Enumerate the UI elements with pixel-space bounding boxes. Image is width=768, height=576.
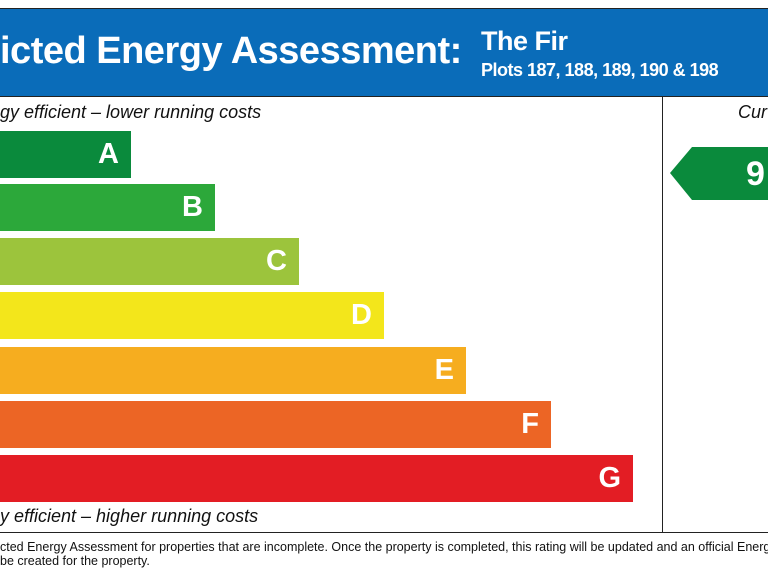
band-bar: F xyxy=(0,401,551,448)
footer-line: cted Energy Assessment for properties th… xyxy=(0,540,768,554)
current-rating: 9 xyxy=(746,155,765,193)
current-arrow xyxy=(670,147,768,200)
footer-line: be created for the property. xyxy=(0,554,150,568)
property-name: The Fir xyxy=(481,26,568,56)
band-letter: F xyxy=(521,408,539,440)
band-bar: E xyxy=(0,347,466,394)
band-letter: A xyxy=(98,138,119,170)
band-letter: G xyxy=(598,462,621,494)
band-bar: C xyxy=(0,238,299,285)
bottom-label: y efficient – higher running costs xyxy=(0,506,259,526)
band-letter: B xyxy=(182,191,203,223)
header-bar xyxy=(0,8,768,97)
arrow-shape xyxy=(670,147,768,200)
band-bar: G xyxy=(0,455,633,502)
band-bar: B xyxy=(0,184,215,231)
band-letter: E xyxy=(434,354,454,386)
plots: Plots 187, 188, 189, 190 & 198 xyxy=(481,60,719,80)
rule xyxy=(0,532,768,533)
divider xyxy=(662,96,663,532)
current-label: Cur xyxy=(738,102,768,122)
band-letter: D xyxy=(351,299,372,331)
band-bar: A xyxy=(0,131,131,178)
band-letter: C xyxy=(266,245,287,277)
title: icted Energy Assessment: xyxy=(0,30,462,72)
band-bar: D xyxy=(0,292,384,339)
top-label: gy efficient – lower running costs xyxy=(0,102,262,122)
